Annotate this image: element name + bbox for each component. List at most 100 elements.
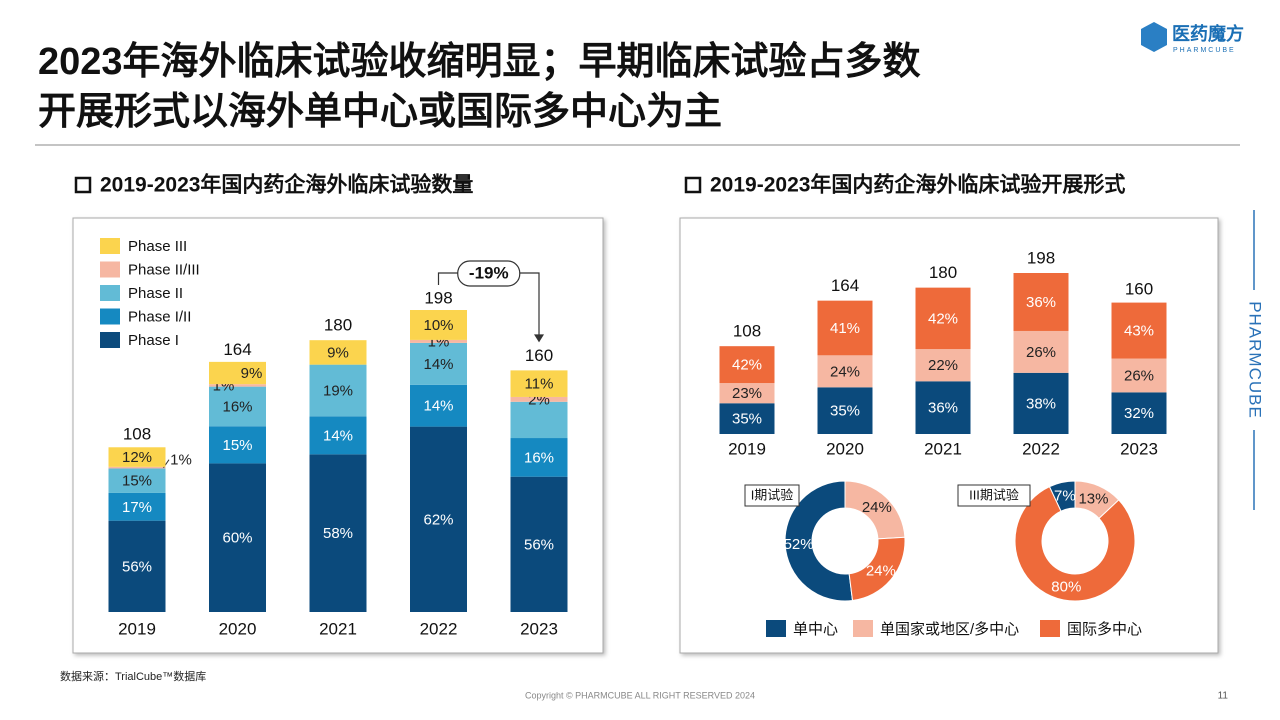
bar-segment (915, 381, 971, 434)
legend-swatch (100, 261, 120, 278)
bar-segment (510, 396, 568, 402)
legend-swatch (766, 620, 786, 637)
legend-swatch (100, 285, 120, 301)
title-line: 2023年海外临床试验收缩明显；早期临床试验占多数 (38, 41, 921, 83)
value-label: 80% (1051, 579, 1081, 596)
total-label: 180 (929, 263, 957, 282)
bar-segment (108, 492, 166, 521)
total-label: 160 (525, 346, 553, 365)
bar-segment (915, 349, 971, 382)
value-label: 11% (525, 376, 554, 393)
logo-icon (1141, 22, 1167, 52)
total-label: 108 (733, 322, 761, 341)
legend-label: Phase II (128, 285, 183, 302)
x-tick-label: 2019 (118, 619, 156, 638)
chart-title: 2019-2023年国内药企海外临床试验数量 (100, 173, 473, 197)
value-label: 12% (122, 449, 152, 466)
bar-segment (209, 463, 266, 612)
logo-sub: PHARMCUBE (1173, 47, 1236, 54)
logo: 医药魔方 PHARMCUBE (1141, 22, 1244, 54)
annotation-box (457, 260, 521, 287)
bar-segment (1111, 302, 1167, 359)
bar-segment (410, 342, 467, 385)
x-tick-label: 2021 (924, 439, 962, 458)
donut-title-box (957, 484, 1031, 507)
legend-label: 国际多中心 (1067, 621, 1142, 638)
value-label: 7% (1054, 488, 1076, 505)
chart-title: 2019-2023年国内药企海外临床试验开展形式 (710, 173, 1125, 197)
x-tick-label: 2023 (1120, 439, 1158, 458)
legend-swatch (100, 238, 120, 254)
value-label: 19% (323, 382, 353, 399)
value-label: 56% (122, 558, 152, 575)
bullet (74, 176, 92, 194)
x-tick-label: 2019 (728, 439, 766, 458)
bar-segment (510, 438, 568, 477)
bar-segment (410, 384, 467, 427)
arrow-head (534, 334, 544, 343)
bar-segment (1013, 273, 1069, 331)
bar-segment (719, 403, 775, 434)
value-label: 14% (323, 427, 353, 444)
bar-segment (410, 426, 467, 612)
bar-segment (209, 384, 266, 387)
donut-slice (784, 480, 854, 602)
total-label: 164 (831, 276, 859, 295)
bar-segment (108, 447, 166, 467)
bar-segment (817, 387, 873, 434)
bar-segment (510, 401, 568, 439)
value-label: 38% (1026, 395, 1056, 412)
value-label: 36% (1026, 294, 1056, 311)
value-label: 9% (327, 344, 349, 361)
bar-segment (309, 454, 367, 612)
bar-segment (309, 416, 367, 455)
value-label: 16% (222, 398, 252, 415)
donut-title: I期试验 (751, 487, 794, 502)
value-label: 36% (928, 400, 958, 417)
value-label: 22% (928, 357, 958, 374)
donut-title-box (744, 484, 800, 507)
value-label: 14% (423, 356, 453, 373)
bar-segment (1013, 372, 1069, 434)
value-label: 35% (830, 403, 860, 420)
value-label: 24% (862, 499, 892, 516)
value-label: 9% (241, 365, 263, 382)
bar-segment (309, 364, 367, 417)
bar-segment (209, 361, 266, 385)
total-label: 198 (1027, 248, 1055, 267)
value-label: 58% (323, 525, 353, 542)
legend-label: Phase II/III (128, 261, 200, 278)
value-label: 26% (1124, 367, 1154, 384)
value-label: 14% (423, 398, 453, 415)
bar-segment (915, 287, 971, 350)
bar-segment (108, 520, 166, 612)
value-label: 17% (122, 499, 152, 516)
bar-segment (817, 300, 873, 356)
bar-segment (1111, 392, 1167, 434)
bar-segment (510, 476, 568, 612)
total-label: 160 (1125, 279, 1153, 298)
value-label: 15% (122, 473, 152, 490)
value-label: 43% (1124, 323, 1154, 340)
logo-name: 医药魔方 (1172, 23, 1244, 44)
value-label: 52% (784, 536, 814, 553)
value-label: 56% (524, 536, 554, 553)
bar-segment (209, 426, 266, 464)
bar-segment (410, 310, 467, 340)
value-label: 10% (423, 317, 453, 334)
value-label: 1% (170, 452, 192, 469)
value-label: 23% (732, 385, 762, 402)
legend-label: 单国家或地区/多中心 (880, 621, 1019, 638)
value-label: 42% (732, 357, 762, 374)
total-label: 164 (223, 340, 251, 359)
legend-label: Phase III (128, 238, 187, 255)
value-label: 41% (830, 320, 860, 337)
value-label: 24% (830, 363, 860, 380)
legend-swatch (100, 308, 120, 325)
x-tick-label: 2020 (219, 619, 257, 638)
value-label: 15% (222, 437, 252, 454)
copyright: Copyright © PHARMCUBE ALL RIGHT RESERVED… (525, 690, 755, 700)
total-label: 180 (324, 316, 352, 335)
legend-swatch (100, 332, 120, 348)
page-number: 11 (1218, 691, 1229, 702)
